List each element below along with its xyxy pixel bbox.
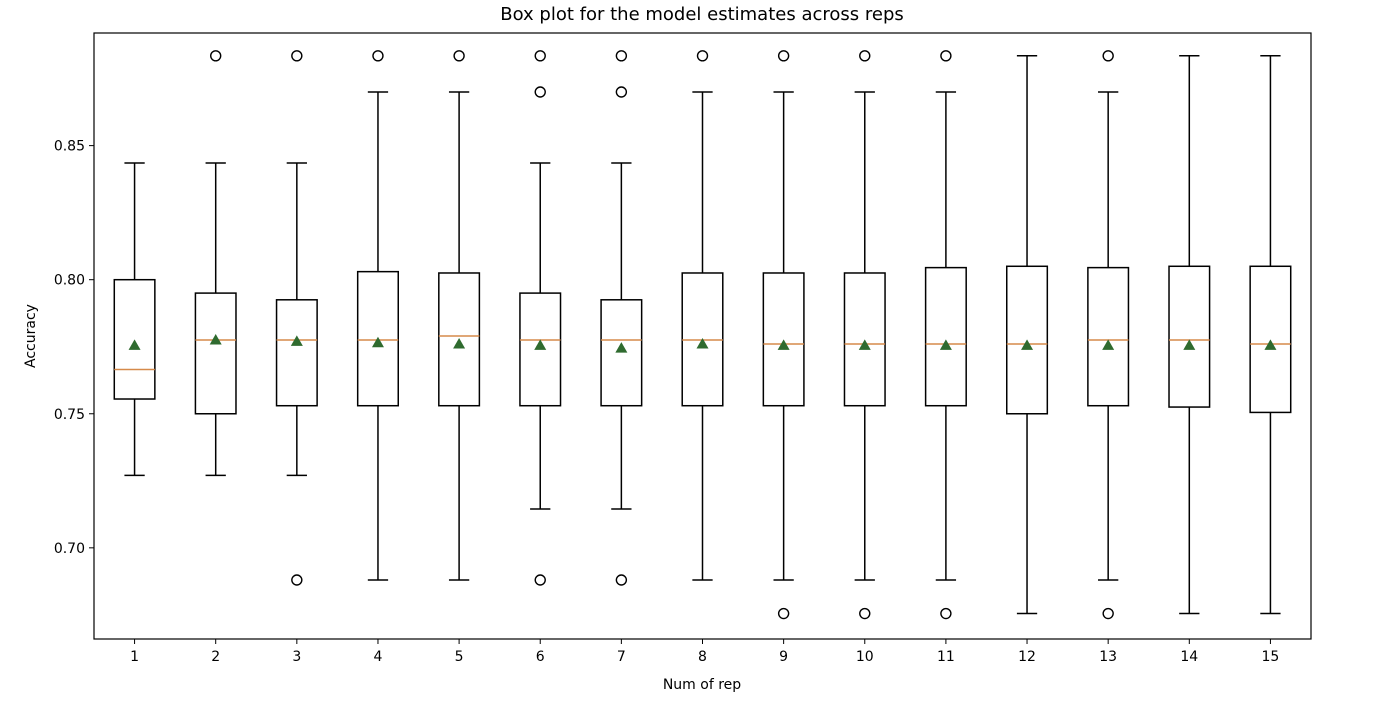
outlier-point	[615, 86, 628, 98]
mean-marker	[453, 338, 466, 349]
box-iqr	[113, 278, 156, 400]
plot-area	[113, 50, 1292, 620]
mean-marker	[290, 335, 303, 346]
x-tick-label: 1	[130, 649, 139, 665]
x-tick-label: 14	[1180, 649, 1198, 665]
x-tick-label: 3	[292, 649, 301, 665]
box-group-1	[113, 162, 156, 477]
box-group-9	[762, 50, 805, 620]
box-group-4	[356, 50, 399, 581]
box-iqr	[438, 272, 481, 407]
outlier-point	[777, 50, 790, 62]
y-axis-label: Accuracy	[23, 304, 39, 368]
box-iqr	[1006, 265, 1049, 415]
box-iqr	[519, 292, 562, 407]
box-iqr	[924, 266, 967, 407]
outlier-point	[372, 50, 384, 62]
y-tick-label: 0.85	[54, 139, 85, 155]
outlier-point	[615, 574, 628, 586]
x-axis-label: Num of rep	[663, 677, 741, 693]
mean-marker	[858, 339, 871, 350]
box-group-5	[438, 50, 481, 581]
x-tick-label: 15	[1262, 649, 1280, 665]
outlier-point	[453, 50, 465, 62]
mean-marker	[128, 339, 141, 350]
mean-marker	[1264, 339, 1277, 350]
x-axis: 1 2 3 4 5 6 7 8 9 10 11 12 13 14 15	[130, 639, 1279, 665]
x-tick-label: 10	[856, 649, 874, 665]
mean-marker	[615, 342, 628, 353]
chart-title: Box plot for the model estimates across …	[500, 4, 904, 25]
mean-marker	[534, 339, 547, 350]
x-tick-label: 11	[937, 649, 955, 665]
y-tick-label: 0.80	[54, 273, 85, 289]
box-iqr	[356, 270, 399, 407]
box-iqr	[1168, 265, 1211, 408]
outlier-point	[940, 50, 952, 62]
mean-marker	[1021, 339, 1034, 350]
outlier-point	[209, 50, 222, 62]
box-group-7	[600, 50, 643, 586]
box-group-15	[1249, 55, 1292, 615]
x-tick-label: 6	[536, 649, 545, 665]
x-tick-label: 4	[374, 649, 383, 665]
mean-marker	[371, 336, 384, 348]
box-iqr	[275, 299, 318, 407]
box-iqr	[1249, 265, 1292, 414]
outlier-point	[777, 607, 790, 620]
mean-marker	[777, 339, 790, 350]
y-tick-label: 0.70	[54, 541, 85, 557]
box-iqr	[762, 272, 805, 407]
box-iqr	[1087, 266, 1130, 407]
outlier-point	[291, 574, 303, 586]
outlier-point	[534, 50, 546, 62]
mean-marker	[1102, 339, 1115, 350]
outlier-point	[1102, 607, 1114, 620]
outlier-point	[534, 86, 546, 98]
box-iqr	[843, 272, 886, 407]
x-tick-label: 13	[1099, 649, 1117, 665]
box-group-3	[275, 50, 318, 586]
outlier-point	[696, 50, 709, 62]
x-tick-label: 8	[698, 649, 707, 665]
box-group-8	[681, 50, 724, 581]
box-group-12	[1006, 55, 1049, 615]
box-group-11	[924, 50, 967, 620]
box-group-14	[1168, 55, 1211, 615]
box-group-13	[1087, 50, 1130, 620]
outlier-point	[859, 607, 871, 620]
outlier-point	[291, 50, 303, 62]
outlier-point	[615, 50, 628, 62]
mean-marker	[696, 338, 709, 349]
outlier-point	[1102, 50, 1114, 62]
mean-marker	[1183, 339, 1196, 350]
outlier-point	[534, 574, 546, 586]
box-group-10	[843, 50, 886, 620]
mean-marker	[939, 339, 952, 350]
y-tick-label: 0.75	[54, 407, 85, 423]
y-axis: 0.70 0.75 0.80 0.85	[54, 139, 94, 557]
x-tick-label: 12	[1018, 649, 1036, 665]
x-tick-label: 9	[779, 649, 788, 665]
x-tick-label: 2	[211, 649, 220, 665]
box-iqr	[600, 299, 643, 407]
outlier-point	[940, 607, 952, 620]
box-group-6	[519, 50, 562, 586]
mean-marker	[209, 334, 222, 345]
x-tick-label: 5	[455, 649, 464, 665]
outlier-point	[859, 50, 871, 62]
box-iqr	[194, 292, 237, 415]
plot-frame	[93, 32, 1312, 640]
box-group-2	[194, 50, 237, 477]
x-tick-label: 7	[617, 649, 626, 665]
